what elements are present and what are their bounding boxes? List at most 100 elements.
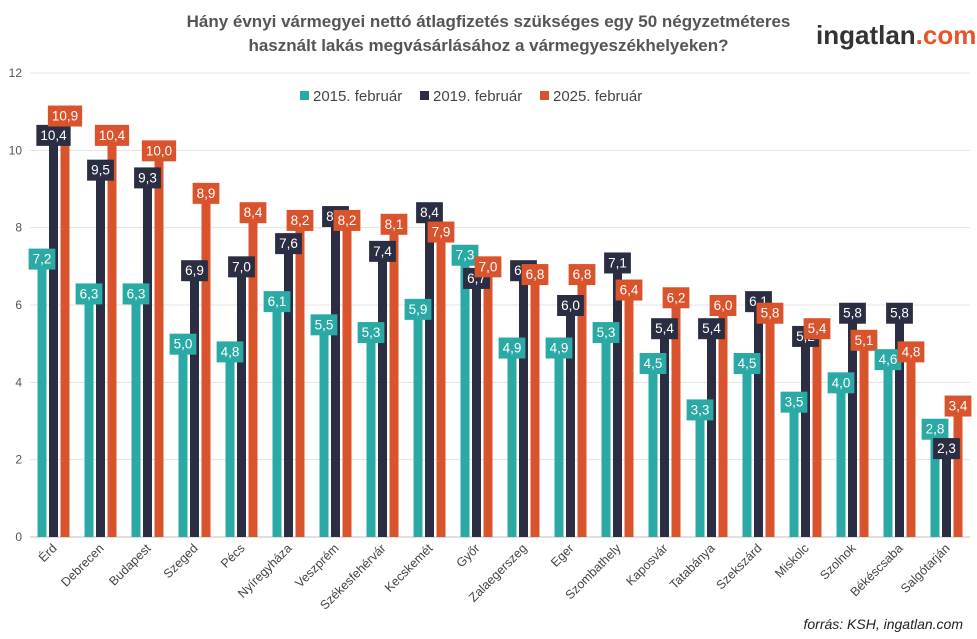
data-label-3-12: 6,8: [568, 264, 596, 286]
data-label-3-1: 10,9: [47, 105, 83, 127]
bar-2-4: [190, 270, 199, 537]
data-label-2-2: 9,5: [87, 159, 114, 181]
data-label-text: 6,8: [526, 267, 545, 282]
bar-2-8: [378, 250, 387, 537]
bar-2-6: [284, 243, 293, 537]
data-label-2-8: 7,4: [369, 240, 396, 262]
bar-3-6: [295, 219, 305, 537]
ingatlan-logo: ingatlan.com: [816, 20, 976, 50]
category-label: Kaposvár: [623, 541, 670, 588]
y-tick-label: 8: [15, 221, 22, 235]
data-label-text: 6,0: [561, 298, 580, 313]
data-label-text: 4,0: [832, 375, 851, 390]
data-label-text: 4,5: [644, 356, 663, 371]
data-label-text: 9,3: [138, 170, 157, 185]
bar-2-9: [425, 212, 434, 537]
category-label: Szolnok: [817, 541, 859, 583]
bar-3-9: [436, 231, 446, 538]
data-label-text: 8,4: [244, 205, 263, 220]
category-label: Veszprém: [292, 541, 341, 590]
data-label-1-10: 7,3: [451, 244, 479, 266]
data-label-2-13: 7,1: [604, 252, 631, 274]
bar-3-4: [201, 192, 211, 537]
data-label-text: 6,1: [268, 294, 287, 309]
y-tick-label: 2: [15, 453, 22, 467]
bar-1-15: [695, 409, 705, 537]
category-label: Budapest: [106, 541, 154, 589]
category-label: Szeged: [161, 541, 201, 581]
bar-1-14: [648, 363, 658, 537]
category-label: Győr: [454, 541, 483, 570]
bar-3-11: [530, 274, 540, 537]
data-label-text: 10,9: [52, 109, 78, 124]
bar-2-10: [472, 277, 481, 537]
data-label-text: 6,0: [714, 298, 733, 313]
data-label-text: 7,0: [479, 259, 498, 274]
data-label-2-4: 6,9: [181, 260, 208, 282]
data-label-3-18: 5,1: [850, 329, 878, 351]
bar-1-5: [225, 351, 235, 537]
bar-1-2: [84, 293, 94, 537]
logo-part-1: ingatlan: [816, 20, 916, 50]
data-label-1-16: 4,5: [733, 353, 761, 374]
bar-2-5: [237, 266, 246, 537]
data-label-text: 2,8: [926, 422, 945, 437]
category-label: Pécs: [218, 541, 248, 571]
bar-2-11: [519, 270, 528, 537]
data-label-text: 5,3: [362, 325, 381, 340]
data-label-text: 5,4: [702, 321, 721, 336]
data-label-3-2: 10,4: [94, 124, 130, 146]
data-label-1-6: 6,1: [263, 291, 291, 313]
data-label-2-1: 10,4: [36, 124, 71, 146]
bar-2-14: [660, 328, 669, 537]
bar-3-13: [624, 289, 634, 537]
legend-swatch: [540, 91, 549, 100]
bar-3-8: [389, 223, 399, 538]
data-label-text: 10,4: [99, 128, 126, 143]
data-label-3-16: 5,8: [756, 302, 784, 324]
data-label-text: 5,3: [597, 325, 616, 340]
bar-1-9: [413, 308, 423, 537]
data-label-text: 6,3: [80, 286, 99, 301]
data-label-text: 8,2: [291, 213, 310, 228]
bar-1-18: [836, 382, 846, 537]
data-label-2-19: 5,8: [886, 302, 913, 324]
category-label: Debrecen: [58, 541, 106, 589]
data-label-text: 5,4: [655, 321, 674, 336]
data-label-2-12: 6,0: [557, 295, 584, 316]
chart-title-line-2: használt lakás megvásárlásához a vármegy…: [248, 36, 729, 55]
data-label-3-9: 7,9: [427, 221, 455, 243]
bar-3-3: [154, 150, 164, 538]
bar-3-14: [671, 297, 681, 537]
bar-3-18: [859, 339, 869, 537]
legend-swatch: [420, 91, 429, 100]
data-label-3-4: 8,9: [192, 182, 220, 204]
data-label-1-4: 5,0: [169, 333, 197, 355]
bar-1-17: [789, 401, 799, 537]
source-note: forrás: KSH, ingatlan.com: [803, 616, 963, 632]
data-label-3-8: 8,1: [380, 213, 408, 235]
data-label-text: 3,3: [691, 402, 710, 417]
bar-2-16: [754, 301, 763, 537]
bar-1-10: [460, 254, 470, 537]
data-label-text: 6,9: [185, 263, 204, 278]
bar-1-12: [554, 347, 564, 537]
bar-2-2: [96, 169, 105, 537]
data-label-text: 9,5: [91, 163, 110, 178]
legend-swatch: [300, 91, 309, 100]
bar-1-7: [319, 324, 329, 537]
bar-3-15: [718, 305, 728, 537]
data-label-text: 8,9: [197, 186, 216, 201]
bar-1-19: [883, 359, 893, 537]
y-tick-label: 10: [9, 143, 23, 157]
bar-3-20: [953, 405, 963, 537]
y-tick-label: 12: [9, 66, 23, 80]
bar-1-16: [742, 363, 752, 537]
bar-2-13: [613, 262, 622, 537]
legend-label: 2025. február: [553, 88, 642, 105]
data-label-text: 5,9: [409, 302, 428, 317]
data-label-text: 5,5: [315, 317, 334, 332]
bar-3-17: [812, 328, 822, 537]
bar-2-15: [707, 328, 716, 537]
data-label-text: 6,8: [573, 267, 592, 282]
